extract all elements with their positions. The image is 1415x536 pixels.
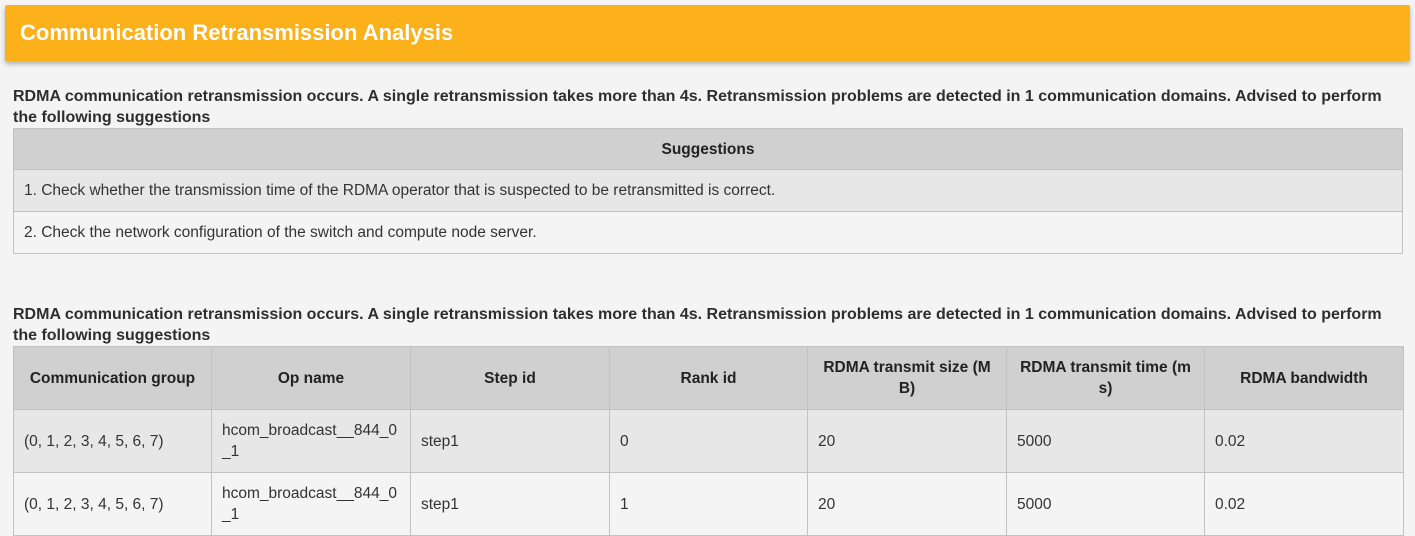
col-rdma-transmit-time: RDMA transmit time (ms) [1006, 346, 1205, 410]
suggestions-section: RDMA communication retransmission occurs… [13, 86, 1403, 254]
transmit-size-cell: 20 [807, 409, 1007, 473]
op-name-cell: hcom_broadcast__844_0_1 [211, 409, 411, 473]
step-id-cell: step1 [410, 472, 610, 536]
retransmission-section: RDMA communication retransmission occurs… [13, 304, 1404, 536]
suggestions-table: Suggestions 1. Check whether the transmi… [13, 128, 1403, 254]
op-name-cell: hcom_broadcast__844_0_1 [211, 472, 411, 536]
col-rank-id: Rank id [609, 346, 808, 410]
communication-group-cell: (0, 1, 2, 3, 4, 5, 6, 7) [13, 409, 212, 473]
table-header-row: Communication group Op name Step id Rank… [13, 346, 1404, 410]
rank-id-cell: 0 [609, 409, 808, 473]
col-communication-group: Communication group [13, 346, 212, 410]
suggestion-cell: 1. Check whether the transmission time o… [13, 169, 1403, 212]
rank-id-cell: 1 [609, 472, 808, 536]
transmit-time-cell: 5000 [1006, 409, 1205, 473]
retransmission-table: Communication group Op name Step id Rank… [13, 346, 1404, 536]
bandwidth-cell: 0.02 [1204, 472, 1404, 536]
page-header: Communication Retransmission Analysis [5, 5, 1410, 61]
section-description: RDMA communication retransmission occurs… [13, 88, 1382, 126]
table-row: (0, 1, 2, 3, 4, 5, 6, 7) hcom_broadcast_… [13, 472, 1404, 536]
bandwidth-cell: 0.02 [1204, 409, 1404, 473]
table-row: (0, 1, 2, 3, 4, 5, 6, 7) hcom_broadcast_… [13, 409, 1404, 473]
transmit-time-cell: 5000 [1006, 472, 1205, 536]
table-row: 2. Check the network configuration of th… [13, 211, 1403, 254]
col-step-id: Step id [410, 346, 610, 410]
col-rdma-transmit-size: RDMA transmit size (MB) [807, 346, 1007, 410]
suggestions-header: Suggestions [13, 128, 1403, 170]
section-description: RDMA communication retransmission occurs… [13, 306, 1382, 344]
step-id-cell: step1 [410, 409, 610, 473]
page-title: Communication Retransmission Analysis [20, 20, 454, 45]
col-op-name: Op name [211, 346, 411, 410]
table-row: 1. Check whether the transmission time o… [13, 169, 1403, 212]
suggestion-cell: 2. Check the network configuration of th… [13, 211, 1403, 254]
col-rdma-bandwidth: RDMA bandwidth [1204, 346, 1404, 410]
transmit-size-cell: 20 [807, 472, 1007, 536]
communication-group-cell: (0, 1, 2, 3, 4, 5, 6, 7) [13, 472, 212, 536]
